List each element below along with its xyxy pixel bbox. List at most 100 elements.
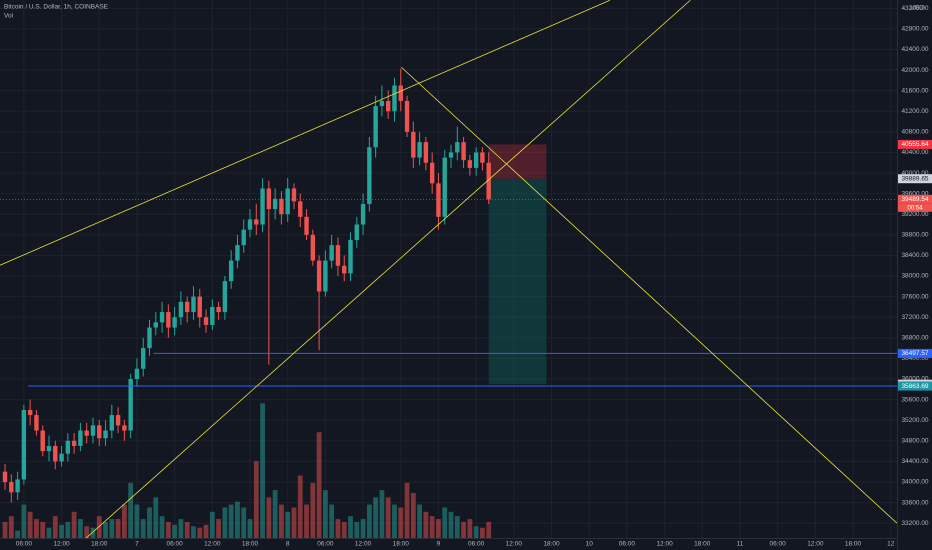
x-tick-label: 18:00: [393, 541, 410, 548]
volume-bar: [147, 507, 152, 538]
y-tick-label: 35200.00: [901, 417, 928, 424]
candle-body: [298, 201, 303, 217]
volume-bar: [184, 521, 190, 538]
x-tick-label: 12: [887, 541, 895, 548]
volume-bar: [46, 527, 52, 538]
candle-body: [103, 430, 108, 439]
candle-body: [78, 430, 83, 446]
volume-bar: [216, 519, 221, 538]
volume-bar: [473, 526, 479, 538]
candle-body: [342, 265, 347, 274]
price-tag-label: 39889.65: [901, 175, 928, 182]
x-tick-label: 12:00: [807, 541, 824, 548]
x-tick-label: 8: [286, 541, 290, 548]
volume-bar: [266, 497, 272, 538]
candle-body: [392, 85, 397, 112]
candle-body: [398, 85, 403, 101]
candle-body: [291, 188, 297, 202]
volume-bar: [310, 482, 316, 538]
price-tag: [898, 194, 932, 204]
trend-line: [401, 66, 897, 524]
candle-body: [115, 415, 121, 426]
candle-body: [21, 409, 27, 480]
volume-bar: [178, 519, 184, 538]
candle-body: [385, 100, 391, 112]
candle-body: [461, 142, 466, 161]
x-tick-label: 06:00: [166, 541, 183, 548]
price-tag-label: 39489.54: [901, 196, 928, 203]
price-tag: [898, 348, 932, 358]
y-tick-label: 34400.00: [901, 458, 928, 465]
volume-bar: [253, 461, 259, 538]
candle-body: [304, 216, 309, 235]
volume-bar: [486, 521, 492, 538]
candle-body: [134, 368, 140, 380]
volume-bar: [467, 519, 473, 538]
volume-bar: [398, 507, 404, 538]
candle-body: [2, 471, 8, 483]
volume-bar: [15, 530, 20, 538]
candle-body: [65, 440, 71, 454]
x-tick-label: 9: [437, 541, 441, 548]
candle-body: [197, 296, 202, 318]
x-tick-label: 10: [586, 541, 594, 548]
x-tick-label: 18:00: [845, 541, 862, 548]
y-tick-label: 40400.00: [901, 149, 928, 156]
x-tick-label: 06:00: [16, 541, 33, 548]
volume-bar: [304, 504, 309, 538]
volume-bar: [329, 504, 335, 538]
candle-body: [373, 106, 378, 148]
volume-bar: [279, 504, 284, 538]
volume-bar: [247, 519, 253, 538]
x-tick-label: 18:00: [91, 541, 108, 548]
volume-bar: [103, 521, 108, 538]
chart-title: Bitcoin / U.S. Dollar, 1h, COINBASE: [4, 4, 109, 11]
candle-body: [486, 162, 491, 200]
x-tick-label: 18:00: [543, 541, 560, 548]
y-tick-label: 39600.00: [901, 190, 928, 197]
y-tick-label: 36000.00: [901, 376, 928, 383]
candle-body: [254, 219, 259, 225]
x-tick-label: 12:00: [656, 541, 673, 548]
candle-body: [222, 281, 228, 313]
volume-bar: [140, 519, 146, 538]
volume-bar: [8, 516, 14, 538]
candle-body: [442, 157, 447, 217]
candle-body: [71, 440, 77, 446]
volume-bar: [285, 511, 291, 538]
y-tick-label: 40000.00: [901, 170, 928, 177]
candle-body: [455, 142, 460, 153]
y-tick-label: 42000.00: [901, 67, 928, 74]
price-tag-label: 35863.69: [901, 383, 928, 390]
y-tick-label: 42400.00: [901, 46, 928, 53]
y-tick-label: 34000.00: [901, 479, 928, 486]
volume-bar: [297, 475, 303, 538]
candle-body: [354, 224, 359, 240]
currency-label: USD: [910, 5, 924, 12]
volume-bar: [348, 516, 353, 538]
volume-bar: [423, 511, 429, 538]
candle-body: [128, 379, 133, 431]
volume-bar: [222, 507, 228, 538]
y-tick-label: 42800.00: [901, 26, 928, 33]
countdown-tag: [898, 203, 932, 212]
y-tick-label: 37200.00: [901, 314, 928, 321]
volume-bar: [385, 497, 391, 538]
price-tag: [898, 174, 932, 184]
volume-bar: [379, 490, 385, 538]
volume-bar: [291, 507, 297, 538]
y-tick-label: 41200.00: [901, 108, 928, 115]
volume-bar: [335, 519, 341, 538]
y-tick-label: 36800.00: [901, 335, 928, 342]
candle-body: [109, 415, 115, 431]
candle-body: [97, 425, 102, 439]
y-tick-label: 39200.00: [901, 211, 928, 218]
candle-body: [228, 260, 234, 282]
volume-bar: [341, 521, 347, 538]
volume-bar: [172, 524, 178, 538]
volume-bar: [115, 519, 121, 538]
y-tick-label: 38800.00: [901, 232, 928, 239]
y-tick-label: 38000.00: [901, 273, 928, 280]
